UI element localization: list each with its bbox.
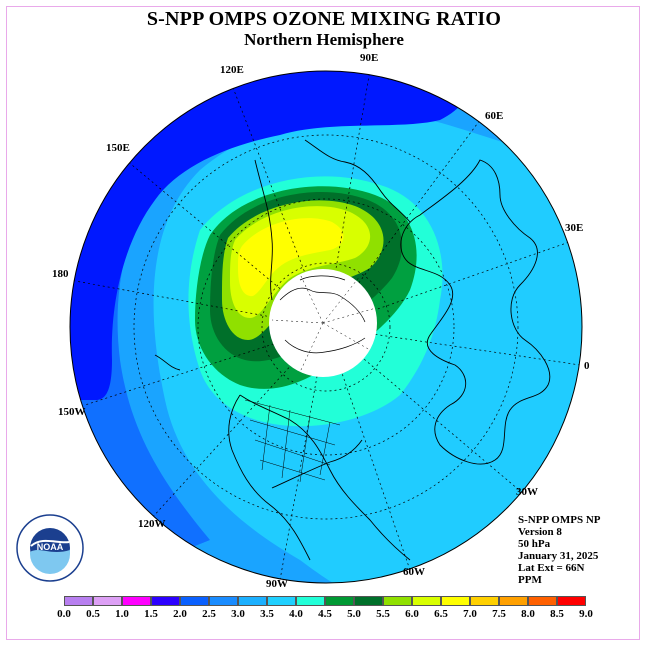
colorbar-tick-label: 0.5 <box>86 608 100 620</box>
colorbar-tick-label: 1.0 <box>115 608 129 620</box>
lon-label-30e: 30E <box>565 222 584 234</box>
map-boundary <box>69 70 583 584</box>
colorbar-tick-label: 3.0 <box>231 608 245 620</box>
us-states <box>244 399 341 483</box>
colorbar-tick-label: 4.5 <box>318 608 332 620</box>
colorbar-cell <box>267 596 296 606</box>
lon-label-90w: 90W <box>266 578 288 590</box>
colorbar-cell <box>296 596 325 606</box>
colorbar-cell <box>412 596 441 606</box>
colorbar-cell <box>209 596 238 606</box>
lon-label-0: 0 <box>584 360 590 372</box>
polar-graticule <box>271 273 377 373</box>
colorbar-tick-label: 5.5 <box>376 608 390 620</box>
lon-label-180: 180 <box>52 268 69 280</box>
lon-label-90e: 90E <box>360 52 379 64</box>
colorbar-cell <box>470 596 499 606</box>
info-level: 50 hPa <box>518 538 551 550</box>
colorbar-tick-label: 4.0 <box>289 608 303 620</box>
colorbar-tick-label: 2.5 <box>202 608 216 620</box>
polar-coastlines <box>279 275 366 354</box>
info-instrument: S-NPP OMPS NP <box>518 514 601 526</box>
colorbar-tick-label: 2.0 <box>173 608 187 620</box>
lon-label-150w: 150W <box>58 406 86 418</box>
noaa-logo: NOAA <box>16 514 84 582</box>
colorbar-tick-label: 6.0 <box>405 608 419 620</box>
colorbar-tick-label: 7.5 <box>492 608 506 620</box>
colorbar-cell <box>180 596 209 606</box>
colorbar-tick-label: 6.5 <box>434 608 448 620</box>
info-units: PPM <box>518 574 542 586</box>
colorbar-cell <box>151 596 180 606</box>
lon-label-60w: 60W <box>403 566 425 578</box>
colorbar-cell <box>528 596 557 606</box>
map-subtitle: Northern Hemisphere <box>244 30 404 49</box>
colorbar-tick-label: 3.5 <box>260 608 274 620</box>
map-title: S-NPP OMPS OZONE MIXING RATIO <box>146 8 502 30</box>
info-block: S-NPP OMPS NP Version 8 50 hPa January 3… <box>518 514 601 586</box>
graticule <box>70 71 581 581</box>
band-6-5 <box>238 218 344 297</box>
colorbar-cell <box>557 596 586 606</box>
colorbar-tick-label: 8.5 <box>550 608 564 620</box>
colorbar-cell <box>325 596 354 606</box>
coastlines <box>154 139 551 561</box>
colorbar-cell <box>499 596 528 606</box>
figure-frame <box>6 6 640 640</box>
info-lat-ext: Lat Ext = 66N <box>518 562 585 574</box>
lon-label-120e: 120E <box>220 64 244 76</box>
lon-label-150e: 150E <box>106 142 130 154</box>
info-date: January 31, 2025 <box>518 550 599 562</box>
colorbar-cell <box>64 596 93 606</box>
colorbar-tick-label: 8.0 <box>521 608 535 620</box>
info-version: Version 8 <box>518 526 562 538</box>
colorbar-cell <box>441 596 470 606</box>
colorbar-cell <box>383 596 412 606</box>
band-2-0 <box>70 71 474 400</box>
colorbar-tick-label: 9.0 <box>579 608 593 620</box>
lon-label-60e: 60E <box>485 110 504 122</box>
colorbar-cell <box>238 596 267 606</box>
colorbar-tick-label: 1.5 <box>144 608 158 620</box>
lon-label-120w: 120W <box>138 518 166 530</box>
colorbar-tick-label: 7.0 <box>463 608 477 620</box>
colorbar-cell <box>354 596 383 606</box>
colorbar-tick-label: 5.0 <box>347 608 361 620</box>
lon-label-30w: 30W <box>516 486 538 498</box>
colorbar-tick-label: 0.0 <box>57 608 71 620</box>
svg-text:NOAA: NOAA <box>37 542 64 552</box>
colorbar-cell <box>122 596 151 606</box>
colorbar-cell <box>93 596 122 606</box>
